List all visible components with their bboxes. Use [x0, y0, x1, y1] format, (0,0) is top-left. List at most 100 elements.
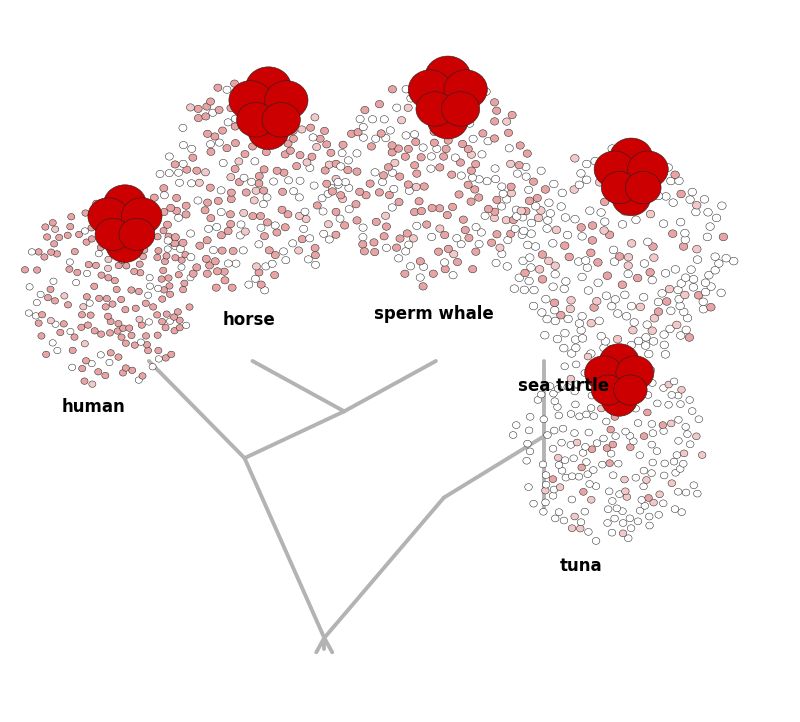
- Circle shape: [602, 395, 610, 401]
- Circle shape: [475, 240, 483, 248]
- Circle shape: [34, 300, 41, 306]
- Circle shape: [345, 206, 354, 213]
- Circle shape: [543, 316, 551, 323]
- Circle shape: [215, 106, 223, 113]
- Circle shape: [595, 317, 603, 325]
- Circle shape: [671, 171, 679, 178]
- Circle shape: [662, 350, 670, 358]
- Circle shape: [115, 354, 122, 360]
- Circle shape: [632, 405, 639, 412]
- Circle shape: [393, 104, 401, 111]
- Circle shape: [662, 297, 671, 305]
- Circle shape: [616, 396, 623, 402]
- Circle shape: [54, 347, 61, 354]
- Circle shape: [332, 208, 340, 215]
- Circle shape: [26, 284, 33, 290]
- Circle shape: [572, 361, 580, 367]
- Circle shape: [654, 400, 661, 406]
- Circle shape: [640, 483, 647, 490]
- Circle shape: [106, 330, 114, 336]
- Circle shape: [678, 509, 686, 516]
- Circle shape: [551, 271, 559, 278]
- Circle shape: [219, 160, 227, 167]
- Circle shape: [150, 220, 157, 227]
- Circle shape: [577, 525, 584, 532]
- Circle shape: [44, 295, 51, 301]
- Circle shape: [158, 318, 166, 325]
- Circle shape: [279, 124, 287, 131]
- Circle shape: [693, 201, 701, 209]
- Circle shape: [344, 157, 353, 164]
- Circle shape: [172, 255, 179, 261]
- Circle shape: [465, 234, 473, 242]
- Circle shape: [328, 185, 336, 192]
- Circle shape: [618, 508, 626, 515]
- Circle shape: [671, 505, 678, 513]
- Circle shape: [322, 141, 330, 148]
- Circle shape: [562, 277, 570, 285]
- Circle shape: [22, 266, 29, 273]
- Circle shape: [518, 231, 526, 238]
- Circle shape: [361, 106, 369, 114]
- Circle shape: [623, 494, 630, 500]
- Circle shape: [624, 270, 632, 278]
- Circle shape: [251, 157, 259, 165]
- Circle shape: [237, 221, 245, 228]
- Circle shape: [375, 100, 383, 108]
- Circle shape: [326, 161, 334, 168]
- Circle shape: [693, 256, 702, 264]
- Circle shape: [380, 232, 388, 240]
- Circle shape: [161, 287, 167, 293]
- Circle shape: [415, 198, 423, 205]
- Circle shape: [60, 321, 67, 327]
- Circle shape: [102, 373, 109, 379]
- Circle shape: [553, 335, 562, 343]
- Circle shape: [602, 418, 610, 425]
- Circle shape: [524, 440, 531, 447]
- Circle shape: [268, 260, 276, 267]
- Circle shape: [196, 242, 204, 249]
- Circle shape: [493, 196, 501, 204]
- Circle shape: [527, 230, 535, 238]
- Circle shape: [626, 444, 634, 451]
- Circle shape: [160, 209, 168, 216]
- Circle shape: [212, 284, 220, 291]
- Circle shape: [458, 140, 466, 148]
- Circle shape: [175, 179, 183, 186]
- Circle shape: [203, 130, 211, 137]
- Circle shape: [141, 247, 148, 253]
- Circle shape: [462, 104, 470, 111]
- Circle shape: [525, 277, 534, 285]
- Circle shape: [311, 245, 319, 252]
- Circle shape: [295, 193, 303, 201]
- Circle shape: [542, 471, 550, 479]
- Circle shape: [218, 209, 226, 216]
- Circle shape: [122, 263, 130, 269]
- Circle shape: [626, 382, 634, 388]
- Circle shape: [636, 452, 643, 458]
- Circle shape: [515, 162, 523, 169]
- Circle shape: [412, 183, 420, 191]
- Circle shape: [540, 508, 547, 516]
- Circle shape: [56, 234, 62, 240]
- Circle shape: [403, 230, 411, 237]
- Circle shape: [607, 451, 615, 457]
- Circle shape: [337, 191, 345, 199]
- Circle shape: [668, 391, 675, 399]
- Circle shape: [614, 336, 622, 343]
- Circle shape: [250, 197, 258, 204]
- Circle shape: [505, 129, 513, 136]
- Circle shape: [165, 233, 172, 240]
- Circle shape: [95, 295, 102, 302]
- Circle shape: [259, 201, 267, 208]
- Circle shape: [649, 459, 657, 466]
- Circle shape: [570, 430, 578, 437]
- Circle shape: [345, 184, 353, 191]
- Circle shape: [567, 411, 575, 417]
- Circle shape: [561, 457, 569, 464]
- Circle shape: [577, 170, 586, 177]
- Circle shape: [362, 191, 370, 199]
- Circle shape: [680, 450, 688, 457]
- Circle shape: [160, 267, 166, 274]
- Circle shape: [294, 247, 302, 254]
